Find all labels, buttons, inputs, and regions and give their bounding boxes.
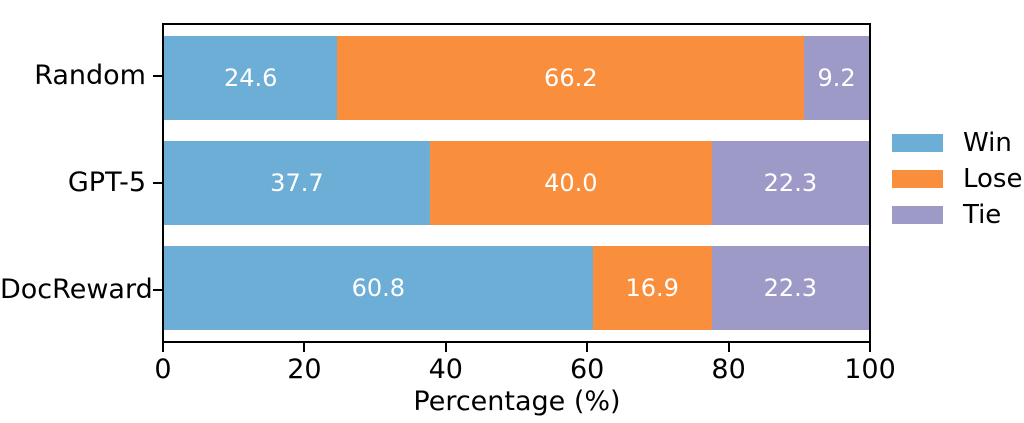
- y-tick-mark: [153, 75, 162, 78]
- bar-segment-win: 24.6: [164, 35, 338, 120]
- x-tick-label: 80: [711, 354, 746, 385]
- legend-label: Lose: [963, 164, 1023, 194]
- bar-row-docreward: 60.8 16.9 22.3: [164, 236, 869, 341]
- x-tick-label: 20: [287, 354, 322, 385]
- legend-swatch-lose: [892, 170, 943, 188]
- x-tick-label: 100: [844, 354, 896, 385]
- bar-segment-tie: 22.3: [711, 246, 869, 331]
- legend-label: Win: [963, 128, 1012, 158]
- y-tick-mark: [153, 182, 162, 184]
- x-tick-label: 60: [570, 354, 605, 385]
- bar-value-label: 22.3: [763, 274, 818, 303]
- bar-docreward: 60.8 16.9 22.3: [164, 246, 869, 331]
- x-tick-mark: [727, 343, 730, 352]
- x-tick-mark: [444, 343, 447, 352]
- legend-item-lose: Lose: [892, 166, 1022, 192]
- x-tick-label: 40: [428, 354, 463, 385]
- legend-item-win: Win: [892, 130, 1022, 156]
- bar-gpt-5: 37.7 40.0 22.3: [164, 140, 869, 225]
- bar-value-label: 22.3: [763, 168, 818, 197]
- legend: Win Lose Tie: [892, 130, 1022, 228]
- bar-value-label: 9.2: [817, 63, 856, 92]
- x-tick-mark: [869, 343, 871, 352]
- legend-item-tie: Tie: [892, 202, 1022, 228]
- bar-random: 24.6 66.2 9.2: [164, 35, 869, 120]
- bar-value-label: 24.6: [223, 63, 278, 92]
- bar-row-random: 24.6 66.2 9.2: [164, 25, 869, 130]
- bar-value-label: 16.9: [625, 274, 679, 303]
- plot-area: 24.6 66.2 9.2 37.7 40.0 22.3 60.8 16.9 22.3: [162, 23, 871, 343]
- category-label-gpt-5: GPT-5: [67, 167, 146, 198]
- bar-segment-lose: 66.2: [337, 35, 805, 120]
- bar-segment-win: 60.8: [164, 246, 593, 331]
- bar-segment-lose: 40.0: [429, 140, 712, 225]
- bar-row-gpt-5: 37.7 40.0 22.3: [164, 130, 869, 235]
- bar-value-label: 60.8: [351, 274, 406, 303]
- x-axis-title: Percentage (%): [413, 386, 621, 417]
- legend-swatch-win: [892, 134, 943, 152]
- x-tick-mark: [162, 343, 164, 352]
- y-tick-mark: [153, 288, 162, 291]
- x-tick-mark: [303, 343, 306, 352]
- x-tick-label: 0: [154, 354, 172, 385]
- category-label-docreward: DocReward: [0, 273, 153, 305]
- bar-segment-lose: 16.9: [592, 246, 712, 331]
- category-label-random: Random: [34, 60, 146, 92]
- bar-segment-tie: 22.3: [711, 140, 869, 225]
- bar-value-label: 40.0: [544, 168, 598, 197]
- legend-swatch-tie: [892, 206, 943, 224]
- bar-value-label: 37.7: [270, 168, 324, 197]
- x-tick-mark: [586, 343, 589, 352]
- bar-segment-win: 37.7: [164, 140, 430, 225]
- legend-label: Tie: [963, 200, 1002, 230]
- bar-segment-tie: 9.2: [804, 35, 869, 120]
- bar-value-label: 66.2: [544, 63, 598, 92]
